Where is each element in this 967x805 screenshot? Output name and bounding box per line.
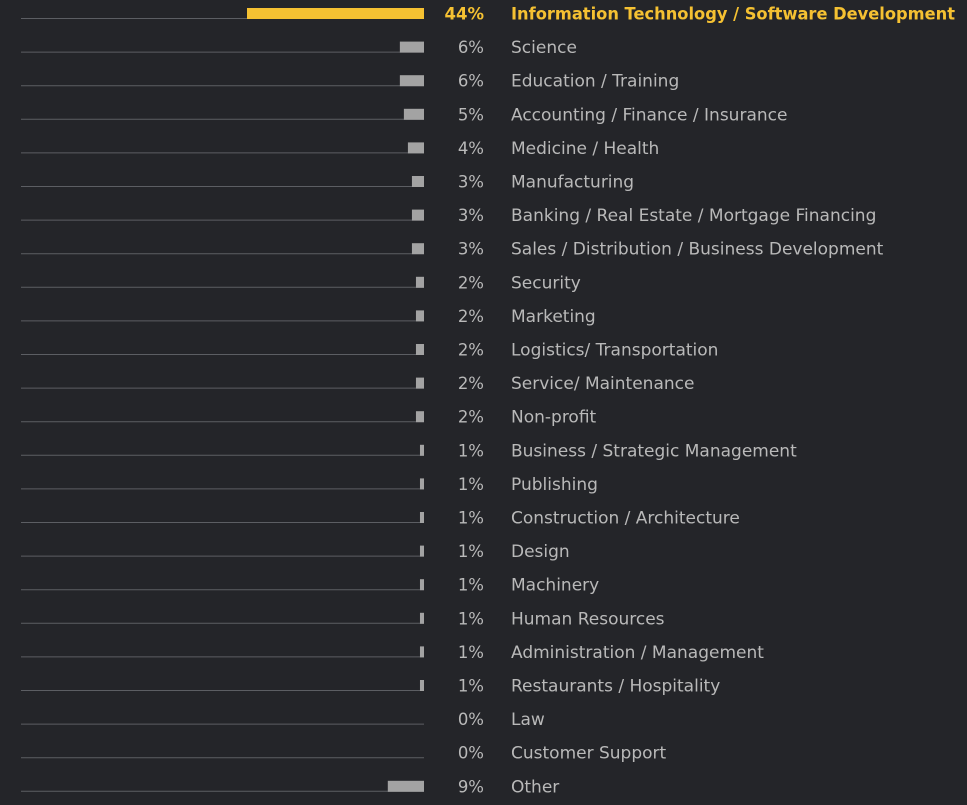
- bar-row: 6% Science: [21, 38, 577, 58]
- category-label: Manufacturing: [511, 173, 634, 193]
- bar-row: 3% Banking / Real Estate / Mortgage Finan…: [21, 206, 876, 226]
- category-label: Law: [511, 710, 545, 730]
- value-label: 1%: [458, 475, 484, 494]
- category-label: Publishing: [511, 475, 598, 495]
- bar: [419, 545, 424, 557]
- bar-row: 1% Restaurants / Hospitality: [21, 677, 720, 697]
- value-label: 1%: [458, 542, 484, 561]
- value-label: 1%: [458, 441, 484, 460]
- category-label: Logistics/ Transportation: [511, 341, 718, 361]
- value-label: 6%: [458, 72, 484, 91]
- value-label: 6%: [458, 38, 484, 57]
- value-label: 5%: [458, 105, 484, 124]
- value-label: 1%: [458, 643, 484, 662]
- value-label: 4%: [458, 139, 484, 158]
- category-label: Information Technology / Software Develo…: [511, 5, 955, 25]
- category-label: Medicine / Health: [511, 139, 659, 159]
- value-label: 1%: [458, 677, 484, 696]
- category-label: Customer Support: [511, 744, 667, 764]
- value-label: 1%: [458, 576, 484, 595]
- category-label: Design: [511, 542, 570, 562]
- bar-row: 6% Education / Training: [21, 72, 679, 92]
- bar-row: 1% Business / Strategic Management: [21, 441, 797, 461]
- bar-row: 1% Construction / Architecture: [21, 509, 740, 529]
- bar: [419, 478, 424, 490]
- bar-row: 0% Customer Support: [21, 744, 667, 764]
- bar: [407, 142, 424, 154]
- bar: [419, 579, 424, 591]
- category-label: Education / Training: [511, 72, 679, 92]
- bar: [415, 344, 424, 355]
- bar: [399, 41, 424, 53]
- category-label: Other: [511, 777, 559, 797]
- bar-row: 2% Marketing: [21, 307, 596, 327]
- bar-row: 9% Other: [21, 777, 559, 797]
- bar-row: 1% Machinery: [21, 576, 599, 596]
- bar-row: 1% Human Resources: [21, 609, 665, 629]
- bar: [419, 680, 424, 691]
- bar: [419, 512, 424, 523]
- bar-row: 1% Design: [21, 542, 570, 562]
- value-label: 3%: [458, 206, 484, 225]
- category-label: Machinery: [511, 576, 599, 596]
- bar-row: 1% Administration / Management: [21, 643, 764, 663]
- category-label: Science: [511, 38, 577, 58]
- bar: [415, 377, 424, 389]
- bar-row: 0% Law: [21, 710, 545, 730]
- category-label: Marketing: [511, 307, 596, 327]
- value-label: 44%: [445, 5, 485, 24]
- bar: [399, 75, 424, 87]
- value-label: 1%: [458, 509, 484, 528]
- category-label: Non-profit: [511, 408, 597, 428]
- bar-row: 2% Service/ Maintenance: [21, 374, 694, 394]
- bar-row: 2% Security: [21, 273, 581, 293]
- bar: [415, 276, 424, 288]
- bar: [419, 444, 424, 456]
- value-label: 2%: [458, 273, 484, 292]
- value-label: 2%: [458, 307, 484, 326]
- value-label: 9%: [458, 777, 484, 796]
- value-label: 0%: [458, 744, 484, 763]
- bar: [415, 411, 424, 423]
- category-label: Human Resources: [511, 609, 665, 629]
- category-label: Business / Strategic Management: [511, 441, 797, 461]
- value-label: 1%: [458, 609, 484, 628]
- bar: [247, 8, 424, 19]
- bar-row: 2% Non-profit: [21, 408, 597, 428]
- category-label: Restaurants / Hospitality: [511, 677, 720, 697]
- bar: [411, 209, 424, 221]
- category-label: Security: [511, 273, 581, 293]
- bar: [403, 108, 424, 120]
- value-label: 2%: [458, 374, 484, 393]
- bar: [411, 243, 424, 255]
- bar-row: 5% Accounting / Finance / Insurance: [21, 105, 787, 125]
- bar-row: 44% Information Technology / Software Dev…: [21, 5, 955, 25]
- category-label: Administration / Management: [511, 643, 764, 663]
- bar: [411, 176, 424, 187]
- bar-row: 1% Publishing: [21, 475, 598, 495]
- bar: [387, 780, 424, 792]
- value-label: 3%: [458, 173, 484, 192]
- category-label: Sales / Distribution / Business Developm…: [511, 240, 884, 260]
- category-label: Service/ Maintenance: [511, 374, 694, 394]
- bar-row: 3% Manufacturing: [21, 173, 634, 193]
- value-label: 2%: [458, 408, 484, 427]
- bar: [419, 646, 424, 658]
- value-label: 2%: [458, 341, 484, 360]
- category-label: Construction / Architecture: [511, 509, 740, 529]
- category-label: Banking / Real Estate / Mortgage Financi…: [511, 206, 876, 226]
- bar-row: 4% Medicine / Health: [21, 139, 659, 159]
- value-label: 3%: [458, 240, 484, 259]
- bar-row: 3% Sales / Distribution / Business Develo…: [21, 240, 884, 260]
- value-label: 0%: [458, 710, 484, 729]
- category-label: Accounting / Finance / Insurance: [511, 105, 787, 125]
- bar: [419, 612, 424, 624]
- bar-row: 2% Logistics/ Transportation: [21, 341, 718, 361]
- bar: [415, 310, 424, 322]
